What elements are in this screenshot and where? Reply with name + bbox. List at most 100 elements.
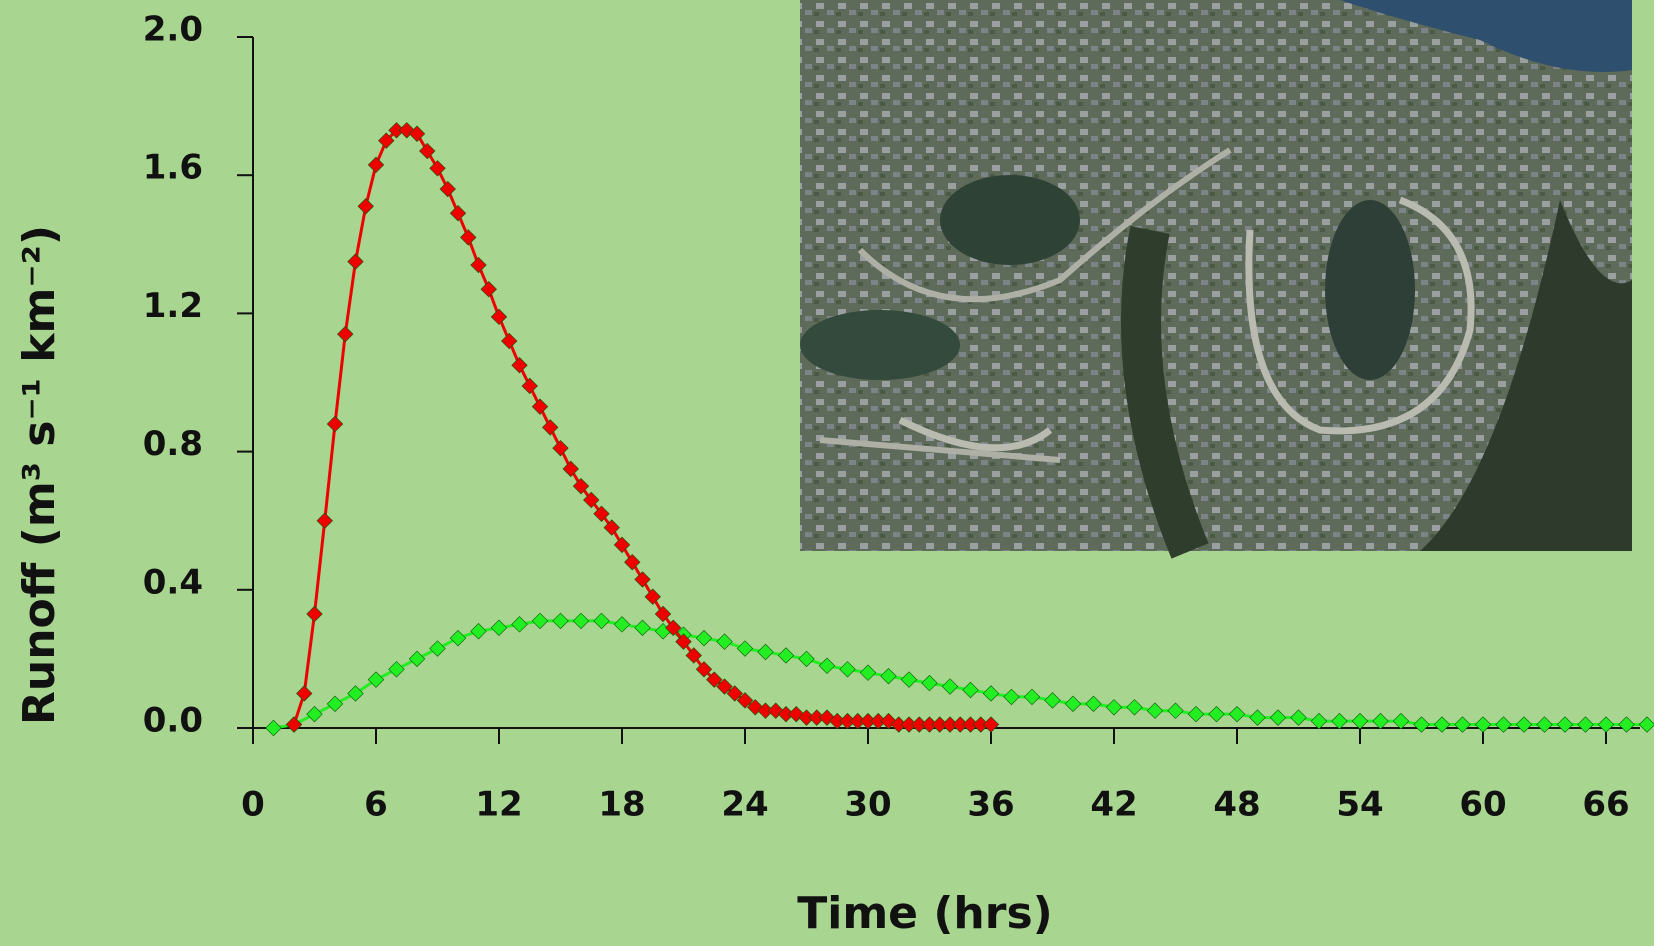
data-point — [645, 589, 661, 605]
data-point — [1209, 706, 1225, 722]
data-point — [573, 613, 589, 629]
data-point — [542, 420, 558, 436]
data-point — [1168, 703, 1184, 719]
data-point — [1045, 693, 1061, 709]
data-point — [327, 696, 343, 712]
data-point — [1373, 713, 1389, 729]
data-point — [337, 326, 353, 342]
data-point — [389, 661, 405, 677]
data-point — [1188, 706, 1204, 722]
data-point — [1065, 696, 1081, 712]
x-tick-label: 48 — [1213, 785, 1260, 825]
data-point — [860, 665, 876, 681]
data-point — [1455, 717, 1471, 733]
data-point — [1004, 689, 1020, 705]
data-point — [266, 720, 282, 736]
data-point — [799, 651, 815, 667]
data-point — [553, 440, 569, 456]
y-tick-label: 2.0 — [143, 10, 203, 50]
data-point — [1106, 699, 1122, 715]
x-tick-label: 66 — [1582, 785, 1629, 825]
data-point — [1229, 706, 1245, 722]
data-point — [983, 686, 999, 702]
y-tick-label: 1.2 — [143, 286, 203, 326]
data-point — [532, 399, 548, 415]
data-point — [696, 630, 712, 646]
data-point — [1291, 710, 1307, 726]
data-point — [737, 641, 753, 657]
data-point — [522, 378, 538, 394]
data-point — [1598, 717, 1614, 733]
data-point — [460, 230, 476, 246]
x-tick-label: 18 — [598, 785, 645, 825]
data-point — [1270, 710, 1286, 726]
data-point — [419, 143, 435, 159]
data-point — [758, 644, 774, 660]
y-axis-title: Runoff (m³ s⁻¹ km⁻²) — [14, 225, 65, 725]
y-tick-label: 0.4 — [143, 562, 203, 602]
y-tick-label: 0.8 — [143, 424, 203, 464]
data-point — [471, 257, 487, 273]
data-point — [491, 620, 507, 636]
data-point — [901, 672, 917, 688]
data-point — [717, 634, 733, 650]
data-point — [1147, 703, 1163, 719]
x-tick-label: 0 — [241, 785, 265, 825]
data-point — [491, 309, 507, 325]
data-point — [1557, 717, 1573, 733]
data-point — [296, 686, 312, 702]
data-point — [1393, 713, 1409, 729]
data-point — [963, 682, 979, 698]
data-point — [368, 157, 384, 173]
data-point — [1127, 699, 1143, 715]
data-point — [1086, 696, 1102, 712]
data-point — [635, 620, 651, 636]
data-point — [1434, 717, 1450, 733]
data-point — [450, 205, 466, 221]
data-point — [819, 658, 835, 674]
data-point — [942, 679, 958, 695]
data-point — [327, 416, 343, 432]
data-point — [286, 717, 302, 733]
data-point — [1024, 689, 1040, 705]
data-point — [1578, 717, 1594, 733]
data-point — [983, 717, 999, 733]
data-point — [317, 513, 333, 529]
data-point — [409, 651, 425, 667]
data-point — [358, 199, 374, 215]
data-point — [471, 623, 487, 639]
data-point — [635, 572, 651, 588]
data-point — [553, 613, 569, 629]
x-tick-label: 60 — [1459, 785, 1506, 825]
data-point — [532, 613, 548, 629]
data-point — [563, 461, 579, 477]
data-point — [881, 668, 897, 684]
data-point — [594, 613, 610, 629]
data-point — [501, 333, 517, 349]
x-tick-label: 42 — [1090, 785, 1137, 825]
data-point — [922, 675, 938, 691]
data-point — [1414, 717, 1430, 733]
data-point — [440, 181, 456, 197]
data-point — [1352, 713, 1368, 729]
data-point — [1332, 713, 1348, 729]
data-point — [430, 641, 446, 657]
data-point — [481, 281, 497, 297]
data-point — [512, 617, 528, 633]
data-point — [614, 537, 630, 553]
data-point — [512, 357, 528, 373]
data-point — [1311, 713, 1327, 729]
chart: Time (hrs) Runoff (m³ s⁻¹ km⁻²) 0.00.40.… — [0, 0, 1654, 946]
data-point — [1619, 717, 1635, 733]
data-point — [307, 706, 323, 722]
data-point — [1496, 717, 1512, 733]
x-tick-label: 24 — [721, 785, 768, 825]
data-point — [1250, 710, 1266, 726]
data-point — [614, 617, 630, 633]
data-point — [430, 161, 446, 177]
x-tick-label: 6 — [364, 785, 388, 825]
x-tick-label: 12 — [475, 785, 522, 825]
aerial-photo — [800, 0, 1632, 551]
data-point — [450, 630, 466, 646]
data-point — [840, 661, 856, 677]
